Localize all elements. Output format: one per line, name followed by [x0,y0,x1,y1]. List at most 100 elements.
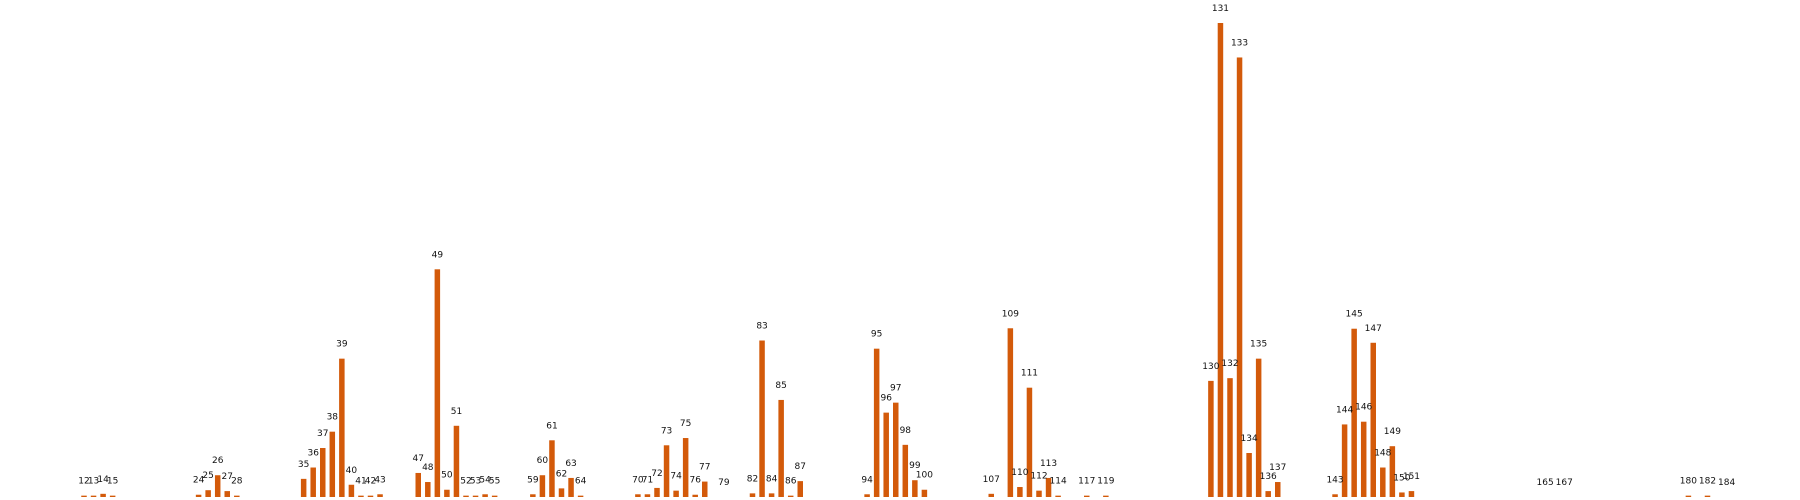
bar-95 [873,348,880,497]
bar-label-64: 64 [575,477,587,487]
bar-label-26: 26 [212,456,224,466]
bar-49 [434,269,441,497]
bar-label-43: 43 [374,475,385,485]
bar-label-59: 59 [527,475,539,485]
bar-112 [1036,490,1042,497]
bar-label-13: 13 [88,477,99,487]
bar-135 [1255,358,1262,497]
bar-109 [1007,328,1014,497]
bar-label-99: 99 [909,461,921,471]
bar-label-39: 39 [336,340,348,350]
bar-77 [702,481,708,497]
bar-label-149: 149 [1384,427,1401,437]
bar-label-82: 82 [747,474,758,484]
bar-label-47: 47 [413,454,424,464]
bar-137 [1275,482,1281,497]
bar-label-165: 165 [1537,478,1554,488]
bar-label-72: 72 [651,469,662,479]
bar-86 [787,495,794,497]
bar-label-42: 42 [365,477,376,487]
bar-label-61: 61 [546,421,557,431]
bar-label-12: 12 [78,477,89,487]
bar-label-150: 150 [1393,473,1410,483]
bar-94 [864,494,870,497]
bar-label-110: 110 [1011,468,1028,478]
bar-51 [453,425,460,497]
bar-133 [1236,57,1243,497]
bar-60 [539,475,546,497]
bar-label-24: 24 [193,476,205,486]
bar-15 [109,495,116,497]
bar-35 [300,478,307,497]
bar-label-112: 112 [1030,472,1047,482]
bar-73 [663,445,670,497]
bar-62 [558,488,565,497]
bar-label-119: 119 [1097,477,1114,487]
bar-label-63: 63 [565,459,576,469]
bar-48 [425,482,431,497]
bar-label-111: 111 [1021,369,1038,379]
bar-146 [1360,421,1367,497]
bar-76 [692,494,698,497]
bar-label-74: 74 [670,472,682,482]
bar-label-83: 83 [756,322,767,332]
bar-72 [654,487,660,497]
bar-label-84: 84 [766,474,778,484]
bar-27 [224,491,230,497]
bar-151 [1408,491,1415,497]
bar-label-134: 134 [1241,434,1258,444]
bar-label-79: 79 [718,478,730,488]
bar-119 [1103,495,1109,497]
bar-label-98: 98 [900,426,912,436]
bar-59 [530,494,536,497]
bar-107 [988,493,994,497]
bar-label-137: 137 [1269,463,1286,473]
bar-label-180: 180 [1680,477,1697,487]
bar-150 [1399,492,1405,497]
bar-label-114: 114 [1050,477,1067,487]
bar-label-48: 48 [422,463,434,473]
bar-label-167: 167 [1556,478,1573,488]
bar-130 [1208,380,1214,497]
bar-42 [367,495,374,497]
bar-label-107: 107 [983,475,1000,485]
bar-label-75: 75 [680,419,691,429]
bar-label-97: 97 [890,384,901,394]
bar-label-55: 55 [489,477,500,487]
bar-61 [549,440,555,497]
bar-131 [1217,23,1224,497]
bar-53 [472,495,479,497]
bar-label-135: 135 [1250,340,1267,350]
bar-label-70: 70 [632,475,644,485]
bar-43 [377,494,383,497]
bar-84 [768,493,775,497]
bar-96 [883,412,889,497]
bar-label-130: 130 [1202,362,1219,372]
bar-label-52: 52 [460,477,471,487]
bar-label-143: 143 [1326,475,1343,485]
bar-149 [1389,446,1396,497]
bar-83 [759,340,765,497]
bar-85 [778,399,784,497]
bar-74 [673,490,679,497]
bar-148 [1380,467,1386,497]
bar-label-49: 49 [432,250,444,260]
bar-label-113: 113 [1040,459,1057,469]
bar-label-50: 50 [441,471,453,481]
bar-50 [444,489,450,497]
bar-134 [1246,453,1252,497]
bar-111 [1026,387,1033,497]
bar-label-109: 109 [1002,309,1019,319]
bar-114 [1055,495,1061,497]
bar-71 [644,494,651,497]
bar-label-151: 151 [1403,472,1420,482]
bars-layer [81,23,1711,497]
bar-label-86: 86 [785,477,797,487]
bar-98 [902,444,909,497]
bar-180 [1685,495,1692,497]
bar-100 [921,489,928,497]
bar-12 [81,495,87,497]
